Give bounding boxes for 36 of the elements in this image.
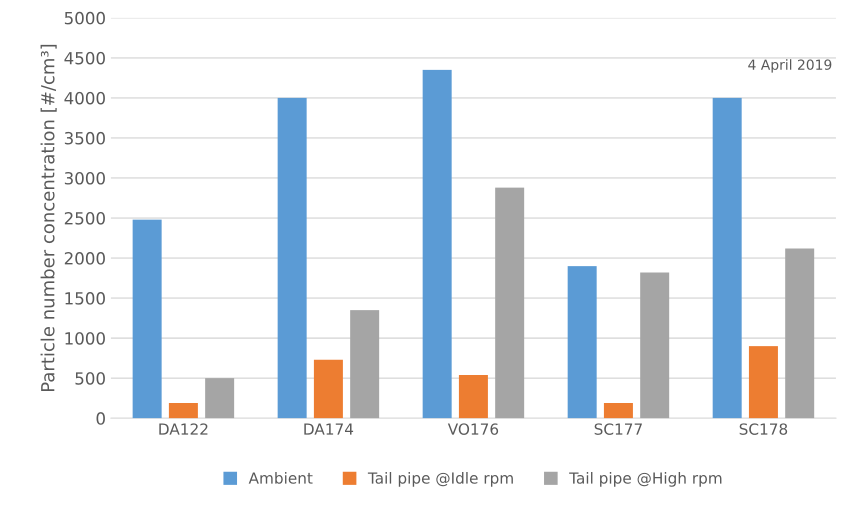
x-tick-label: DA174 [304, 424, 354, 435]
bar [205, 378, 234, 418]
y-tick-label: 1000 [65, 332, 105, 345]
annotation: 4 April 2019 [748, 59, 832, 73]
bar [604, 402, 633, 418]
x-tick-label: VO176 [448, 423, 498, 435]
x-tick-label: SC177 [594, 423, 642, 435]
bar [495, 188, 524, 418]
bar [350, 310, 380, 418]
y-tick-label: 4500 [64, 52, 105, 64]
legend-label: Tail pipe @Idle rpm [368, 472, 513, 487]
bar [168, 402, 198, 418]
y-tick-label: 5000 [64, 12, 105, 24]
bar [640, 272, 670, 418]
y-tick-label: 0 [96, 412, 105, 425]
bar [568, 266, 597, 418]
legend-label: Tail pipe @High rpm [569, 472, 722, 487]
legend-label: Ambient [248, 472, 313, 484]
x-tick-label: DA122 [159, 423, 208, 435]
y-tick-label: 4000 [64, 92, 105, 104]
y-tick-label: 3000 [64, 172, 105, 185]
x-tick-label: SC178 [740, 423, 788, 435]
bar [748, 346, 778, 418]
y-tick-label: 1500 [65, 292, 105, 305]
y-tick-label: 500 [76, 372, 105, 385]
y-tick-label: 3500 [64, 132, 105, 145]
bar [422, 70, 452, 418]
y-tick-label: 2000 [64, 252, 105, 265]
bar [785, 248, 814, 418]
y-axis-title: Particle number concentration [#/cm³] [40, 44, 57, 391]
bar [712, 98, 742, 418]
bar [314, 360, 343, 418]
bar [132, 220, 162, 418]
bar [278, 98, 307, 418]
y-tick-label: 2500 [64, 212, 105, 225]
bar [458, 374, 488, 418]
